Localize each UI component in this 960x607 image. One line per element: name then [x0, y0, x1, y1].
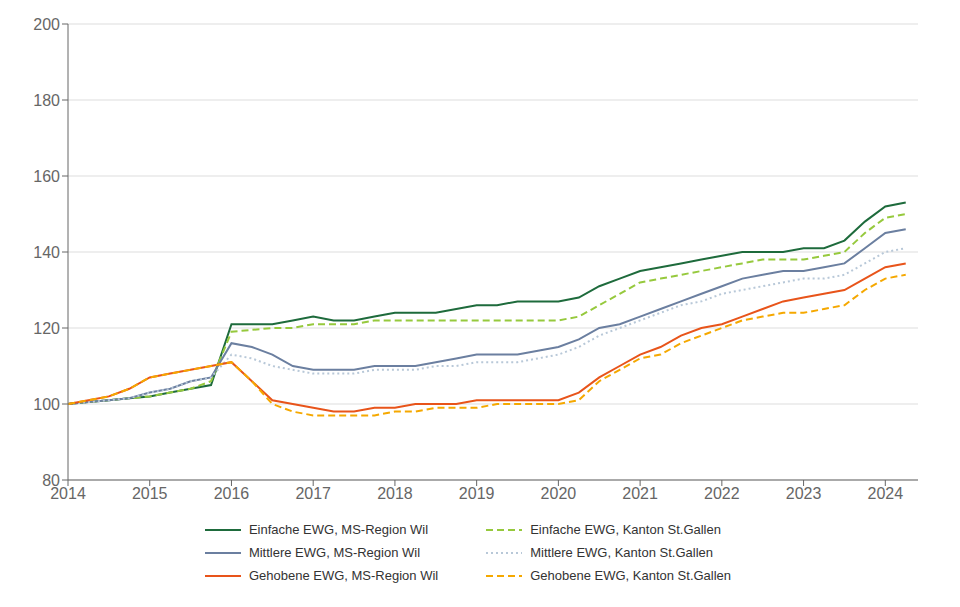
svg-text:2018: 2018: [377, 485, 413, 502]
svg-text:2020: 2020: [541, 485, 577, 502]
svg-text:2015: 2015: [132, 485, 168, 502]
html-text:Gehobene EWG, Kanton St.Gallen: Gehobene EWG, Kanton St.Gallen: [530, 568, 732, 583]
html-text:Mittlere EWG, MS-Region Wil: Mittlere EWG, MS-Region Wil: [248, 545, 421, 560]
svg-text:80: 80: [42, 472, 60, 489]
html-text:Gehobene EWG, MS-Region Wil: Gehobene EWG, MS-Region Wil: [248, 568, 439, 583]
svg-text:160: 160: [33, 168, 60, 185]
html-text:Mittlere EWG, Kanton St.Gallen: Mittlere EWG, Kanton St.Gallen: [530, 545, 713, 560]
svg-text:2022: 2022: [704, 485, 740, 502]
svg-text:180: 180: [33, 92, 60, 109]
svg-text:2014: 2014: [50, 485, 86, 503]
svg-text:200: 200: [33, 16, 60, 33]
svg-text:2019: 2019: [459, 485, 495, 502]
svg-text:2024: 2024: [868, 485, 904, 502]
svg-text:2017: 2017: [295, 485, 331, 502]
html-text:Einfache EWG, Kanton St.Gallen: Einfache EWG, Kanton St.Gallen: [530, 522, 721, 537]
html-text:Einfache EWG, MS-Region Wil: Einfache EWG, MS-Region Wil: [248, 522, 429, 537]
svg-text:2021: 2021: [622, 485, 658, 502]
svg-text:100: 100: [33, 396, 60, 413]
svg-text:2016: 2016: [214, 485, 250, 502]
svg-text:2023: 2023: [786, 485, 822, 502]
svg-text:120: 120: [33, 320, 60, 337]
svg-text:140: 140: [33, 244, 60, 261]
